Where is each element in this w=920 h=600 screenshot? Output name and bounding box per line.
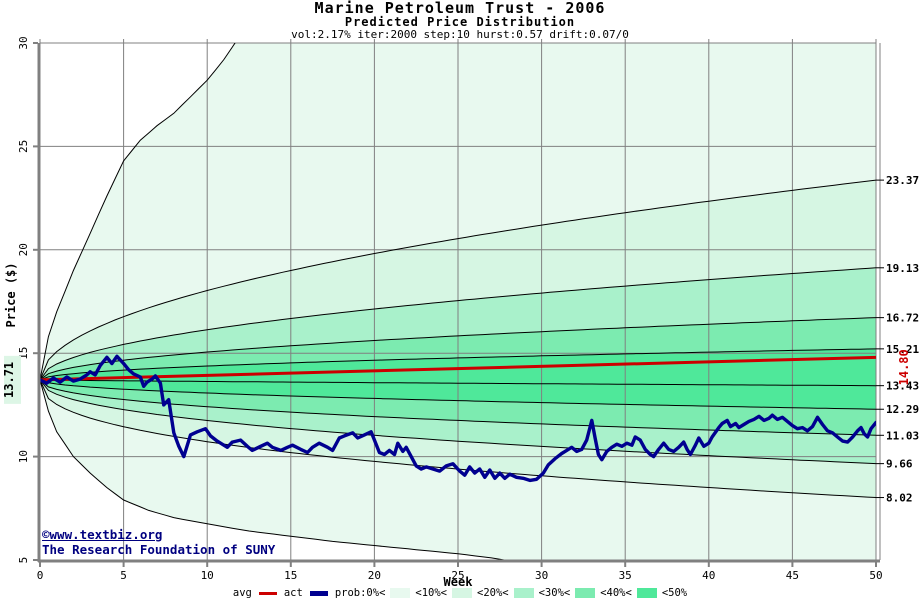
right-axis-label: 12.29 (886, 403, 919, 416)
x-tick-label: 15 (284, 569, 297, 582)
right-axis-label: 15.21 (886, 343, 919, 356)
y-tick-label: 30 (17, 36, 30, 49)
y-axis-title: Price ($) (4, 262, 18, 327)
legend-band-swatch-1 (390, 588, 411, 598)
start-price-label: 13.71 (2, 362, 16, 398)
right-axis-labels: 23.37 19.13 16.72 15.21 13.43 12.29 11.03 9.66 8… (876, 174, 919, 505)
x-tick-label: 35 (619, 569, 632, 582)
band-fill (40, 379, 876, 498)
legend-prob-4: <40%< (600, 587, 632, 599)
right-axis-label: 11.03 (886, 429, 919, 442)
boundary-median-50pct (40, 379, 876, 387)
x-tick-label: 45 (786, 569, 799, 582)
right-axis-label: 19.13 (886, 262, 919, 275)
right-axis-label: 16.72 (886, 312, 919, 325)
legend-prob-5: <50% (661, 587, 688, 599)
y-tick-label: 20 (17, 243, 30, 256)
start-price-highlight (4, 355, 21, 404)
boundary-30pct-lower (40, 379, 876, 436)
watermark-org: The Research Foundation of SUNY (42, 542, 276, 557)
right-axis-label: 13.43 (886, 380, 919, 393)
x-tick-label: 10 (201, 569, 214, 582)
gridlines (40, 42, 881, 560)
legend-avg-swatch (258, 591, 277, 595)
x-tick-label: 20 (368, 569, 381, 582)
boundary-20pct-upper (40, 267, 876, 381)
legend-band-swatch-3 (513, 588, 534, 598)
right-axis-label: 23.37 (886, 174, 919, 187)
chart-legend: avg act prob:0%< <10%< <20%< <30%< <40%<… (0, 587, 920, 599)
x-tick-label: 50 (869, 569, 882, 582)
legend-prob-0: prob:0%< (334, 587, 386, 599)
right-axis-label: 9.66 (886, 458, 913, 471)
avg-price-line (39, 355, 877, 382)
watermark: ©www.textbiz.org The Research Foundation… (42, 527, 275, 557)
x-tick-label: 30 (535, 569, 548, 582)
boundary-20pct-lower (40, 379, 876, 465)
y-tick-label: 10 (17, 450, 30, 463)
y-tick-label: 5 (17, 557, 30, 564)
boundary-10pct-upper (40, 179, 876, 381)
y-tick-label: 25 (17, 140, 30, 153)
legend-act-label: act (283, 587, 303, 599)
x-tick-label: 5 (120, 569, 127, 582)
legend-act-swatch (309, 590, 328, 596)
legend-avg-label: avg (232, 587, 252, 599)
legend-prob-1: <10%< (415, 587, 447, 599)
boundary-40pct-lower (40, 379, 876, 410)
x-tick-label: 25 (451, 569, 464, 582)
legend-band-swatch-2 (452, 588, 472, 598)
chart-header: Marine Petroleum Trust - 2006 Predicted … (0, 1, 920, 41)
boundary-max-0pct-upper (40, 43, 236, 380)
legend-band-swatch-4 (575, 588, 596, 598)
boundary-40pct-upper (40, 348, 876, 381)
legend-prob-2: <20%< (477, 587, 509, 599)
legend-prob-3: <30%< (538, 587, 571, 599)
actual-price-line (40, 354, 876, 483)
x-tick-label: 40 (702, 569, 715, 582)
right-axis-label: 8.02 (886, 492, 913, 505)
boundary-30pct-upper (40, 317, 876, 381)
boundary-min-0pct-lower (40, 379, 508, 560)
x-tick-label: 0 (37, 569, 44, 582)
chart-title: Marine Petroleum Trust - 2006 (314, 0, 606, 17)
chart-parameters: vol:2.17% iter:2000 step:10 hurst:0.57 d… (291, 28, 629, 41)
x-axis-title: Week (444, 575, 474, 589)
avg-end-label: 14.80 (897, 349, 911, 385)
chart-subtitle: Predicted Price Distribution (344, 15, 576, 29)
legend-band-swatch-5 (636, 588, 657, 598)
watermark-link[interactable]: ©www.textbiz.org (42, 527, 163, 542)
